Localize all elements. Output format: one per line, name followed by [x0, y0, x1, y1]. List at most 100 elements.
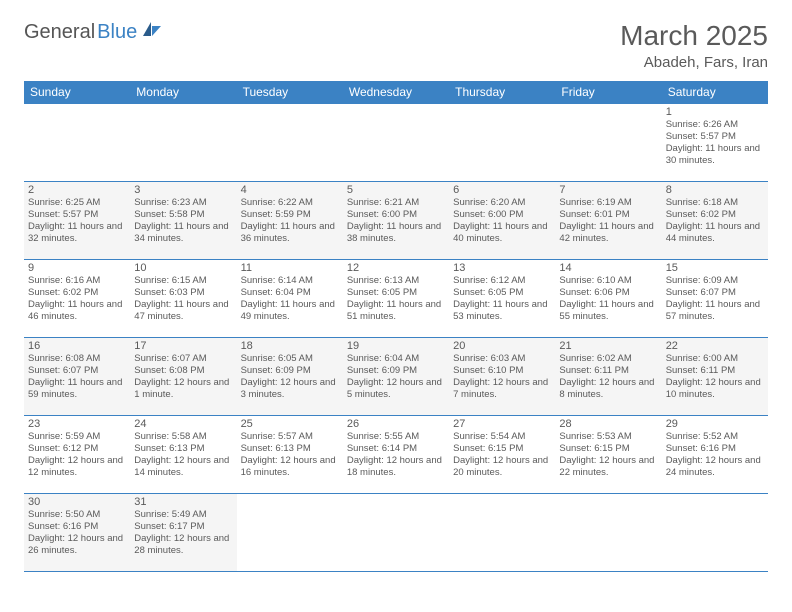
calendar-day-cell: [449, 104, 555, 182]
sail-icon: [141, 20, 163, 44]
daylight-text: Daylight: 11 hours and 30 minutes.: [666, 143, 764, 167]
day-number: 31: [134, 496, 232, 508]
sunset-text: Sunset: 6:08 PM: [134, 365, 232, 377]
sunrise-text: Sunrise: 6:12 AM: [453, 275, 551, 287]
day-info: Sunrise: 6:26 AMSunset: 5:57 PMDaylight:…: [666, 119, 764, 167]
day-info: Sunrise: 5:59 AMSunset: 6:12 PMDaylight:…: [28, 431, 126, 479]
day-number: 28: [559, 418, 657, 430]
daylight-text: Daylight: 11 hours and 40 minutes.: [453, 221, 551, 245]
calendar-day-cell: 8Sunrise: 6:18 AMSunset: 6:02 PMDaylight…: [662, 182, 768, 260]
calendar-day-cell: 10Sunrise: 6:15 AMSunset: 6:03 PMDayligh…: [130, 260, 236, 338]
daylight-text: Daylight: 11 hours and 59 minutes.: [28, 377, 126, 401]
day-info: Sunrise: 6:08 AMSunset: 6:07 PMDaylight:…: [28, 353, 126, 401]
daylight-text: Daylight: 11 hours and 46 minutes.: [28, 299, 126, 323]
sunset-text: Sunset: 5:57 PM: [666, 131, 764, 143]
sunrise-text: Sunrise: 6:03 AM: [453, 353, 551, 365]
calendar-page: GeneralBlue March 2025 Abadeh, Fars, Ira…: [0, 0, 792, 592]
sunrise-text: Sunrise: 5:49 AM: [134, 509, 232, 521]
calendar-day-cell: 31Sunrise: 5:49 AMSunset: 6:17 PMDayligh…: [130, 494, 236, 572]
calendar-day-cell: 25Sunrise: 5:57 AMSunset: 6:13 PMDayligh…: [237, 416, 343, 494]
day-info: Sunrise: 6:25 AMSunset: 5:57 PMDaylight:…: [28, 197, 126, 245]
sunrise-text: Sunrise: 6:25 AM: [28, 197, 126, 209]
sunset-text: Sunset: 6:04 PM: [241, 287, 339, 299]
sunset-text: Sunset: 6:11 PM: [559, 365, 657, 377]
sunset-text: Sunset: 6:14 PM: [347, 443, 445, 455]
sunset-text: Sunset: 6:05 PM: [347, 287, 445, 299]
calendar-day-cell: 9Sunrise: 6:16 AMSunset: 6:02 PMDaylight…: [24, 260, 130, 338]
daylight-text: Daylight: 11 hours and 51 minutes.: [347, 299, 445, 323]
day-info: Sunrise: 6:00 AMSunset: 6:11 PMDaylight:…: [666, 353, 764, 401]
sunset-text: Sunset: 6:16 PM: [28, 521, 126, 533]
calendar-day-cell: 30Sunrise: 5:50 AMSunset: 6:16 PMDayligh…: [24, 494, 130, 572]
calendar-day-cell: 22Sunrise: 6:00 AMSunset: 6:11 PMDayligh…: [662, 338, 768, 416]
day-info: Sunrise: 6:03 AMSunset: 6:10 PMDaylight:…: [453, 353, 551, 401]
day-info: Sunrise: 5:50 AMSunset: 6:16 PMDaylight:…: [28, 509, 126, 557]
sunset-text: Sunset: 6:09 PM: [241, 365, 339, 377]
day-info: Sunrise: 6:12 AMSunset: 6:05 PMDaylight:…: [453, 275, 551, 323]
sunset-text: Sunset: 5:59 PM: [241, 209, 339, 221]
day-info: Sunrise: 5:53 AMSunset: 6:15 PMDaylight:…: [559, 431, 657, 479]
calendar-day-cell: 20Sunrise: 6:03 AMSunset: 6:10 PMDayligh…: [449, 338, 555, 416]
sunrise-text: Sunrise: 6:26 AM: [666, 119, 764, 131]
day-info: Sunrise: 6:10 AMSunset: 6:06 PMDaylight:…: [559, 275, 657, 323]
calendar-day-cell: 17Sunrise: 6:07 AMSunset: 6:08 PMDayligh…: [130, 338, 236, 416]
sunset-text: Sunset: 5:57 PM: [28, 209, 126, 221]
calendar-day-cell: 15Sunrise: 6:09 AMSunset: 6:07 PMDayligh…: [662, 260, 768, 338]
sunrise-text: Sunrise: 6:23 AM: [134, 197, 232, 209]
day-number: 16: [28, 340, 126, 352]
day-number: 11: [241, 262, 339, 274]
day-info: Sunrise: 6:05 AMSunset: 6:09 PMDaylight:…: [241, 353, 339, 401]
sunrise-text: Sunrise: 6:05 AM: [241, 353, 339, 365]
day-number: 19: [347, 340, 445, 352]
calendar-day-cell: 11Sunrise: 6:14 AMSunset: 6:04 PMDayligh…: [237, 260, 343, 338]
sunset-text: Sunset: 6:00 PM: [347, 209, 445, 221]
sunset-text: Sunset: 6:01 PM: [559, 209, 657, 221]
sunrise-text: Sunrise: 5:55 AM: [347, 431, 445, 443]
calendar-week-row: 2Sunrise: 6:25 AMSunset: 5:57 PMDaylight…: [24, 182, 768, 260]
calendar-day-cell: 4Sunrise: 6:22 AMSunset: 5:59 PMDaylight…: [237, 182, 343, 260]
sunrise-text: Sunrise: 6:15 AM: [134, 275, 232, 287]
day-info: Sunrise: 5:58 AMSunset: 6:13 PMDaylight:…: [134, 431, 232, 479]
logo-text-blue: Blue: [97, 21, 137, 44]
day-number: 14: [559, 262, 657, 274]
calendar-table: SundayMondayTuesdayWednesdayThursdayFrid…: [24, 81, 768, 572]
day-number: 24: [134, 418, 232, 430]
calendar-day-cell: 2Sunrise: 6:25 AMSunset: 5:57 PMDaylight…: [24, 182, 130, 260]
title-block: March 2025 Abadeh, Fars, Iran: [620, 20, 768, 71]
day-info: Sunrise: 5:55 AMSunset: 6:14 PMDaylight:…: [347, 431, 445, 479]
weekday-header: Friday: [555, 81, 661, 104]
sunrise-text: Sunrise: 6:04 AM: [347, 353, 445, 365]
day-number: 5: [347, 184, 445, 196]
daylight-text: Daylight: 12 hours and 1 minute.: [134, 377, 232, 401]
day-info: Sunrise: 6:07 AMSunset: 6:08 PMDaylight:…: [134, 353, 232, 401]
calendar-day-cell: 28Sunrise: 5:53 AMSunset: 6:15 PMDayligh…: [555, 416, 661, 494]
sunrise-text: Sunrise: 6:08 AM: [28, 353, 126, 365]
day-number: 12: [347, 262, 445, 274]
sunrise-text: Sunrise: 6:09 AM: [666, 275, 764, 287]
daylight-text: Daylight: 11 hours and 36 minutes.: [241, 221, 339, 245]
daylight-text: Daylight: 12 hours and 3 minutes.: [241, 377, 339, 401]
calendar-day-cell: [662, 494, 768, 572]
weekday-header: Sunday: [24, 81, 130, 104]
sunrise-text: Sunrise: 5:58 AM: [134, 431, 232, 443]
daylight-text: Daylight: 11 hours and 34 minutes.: [134, 221, 232, 245]
day-number: 13: [453, 262, 551, 274]
calendar-day-cell: 26Sunrise: 5:55 AMSunset: 6:14 PMDayligh…: [343, 416, 449, 494]
calendar-day-cell: 24Sunrise: 5:58 AMSunset: 6:13 PMDayligh…: [130, 416, 236, 494]
day-number: 6: [453, 184, 551, 196]
weekday-header: Monday: [130, 81, 236, 104]
calendar-day-cell: 1Sunrise: 6:26 AMSunset: 5:57 PMDaylight…: [662, 104, 768, 182]
sunrise-text: Sunrise: 6:18 AM: [666, 197, 764, 209]
daylight-text: Daylight: 11 hours and 32 minutes.: [28, 221, 126, 245]
daylight-text: Daylight: 12 hours and 16 minutes.: [241, 455, 339, 479]
sunrise-text: Sunrise: 6:10 AM: [559, 275, 657, 287]
daylight-text: Daylight: 12 hours and 24 minutes.: [666, 455, 764, 479]
day-number: 15: [666, 262, 764, 274]
sunrise-text: Sunrise: 6:21 AM: [347, 197, 445, 209]
sunset-text: Sunset: 6:06 PM: [559, 287, 657, 299]
day-number: 2: [28, 184, 126, 196]
daylight-text: Daylight: 12 hours and 7 minutes.: [453, 377, 551, 401]
day-info: Sunrise: 6:13 AMSunset: 6:05 PMDaylight:…: [347, 275, 445, 323]
day-number: 1: [666, 106, 764, 118]
calendar-day-cell: [343, 104, 449, 182]
